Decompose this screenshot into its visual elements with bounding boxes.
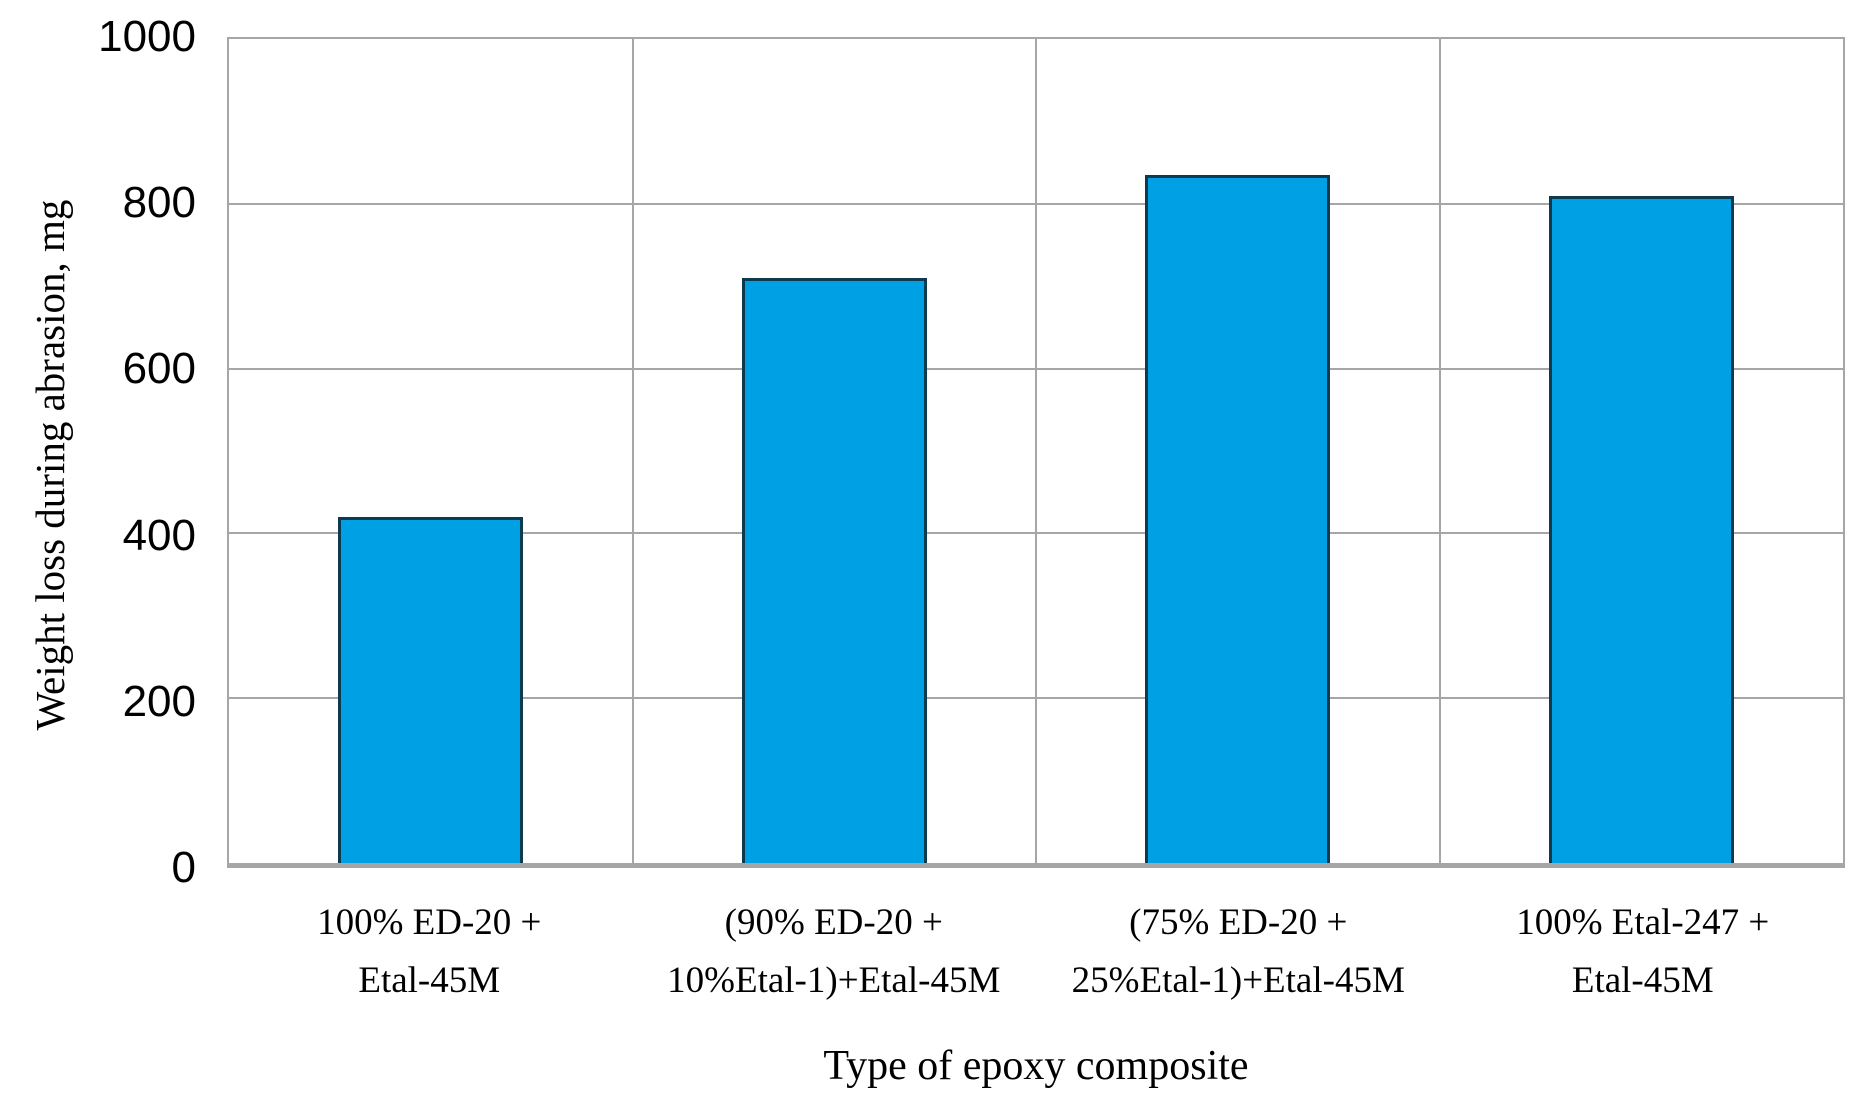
bar: [1145, 174, 1331, 863]
x-category-label: (75% ED-20 + 25%Etal-1)+Etal-45M: [1071, 902, 1405, 1001]
y-tick-label: 800: [122, 178, 196, 228]
x-category-label: 100% Etal-247 + Etal-45M: [1516, 902, 1770, 1001]
x-category-label: 100% ED-20 + Etal-45M: [317, 902, 542, 1001]
v-gridline: [1035, 39, 1037, 863]
bar: [741, 277, 927, 863]
y-tick-label: 0: [171, 843, 196, 892]
v-gridline: [1438, 39, 1441, 863]
v-gridline: [631, 39, 634, 863]
bar: [338, 516, 524, 863]
y-tick-label: 200: [122, 676, 196, 726]
x-axis-title: Type of epoxy composite: [823, 1043, 1249, 1089]
x-axis-category-labels: 100% ED-20 + Etal-45M (90% ED-20 + 10%Eta…: [227, 894, 1845, 1010]
x-category-label: (90% ED-20 + 10%Etal-1)+Etal-45M: [667, 902, 1001, 1001]
y-tick-label: 1000: [98, 12, 196, 61]
y-tick-label: 600: [122, 344, 196, 394]
y-tick-label: 400: [122, 510, 196, 560]
bar: [1548, 195, 1734, 863]
plot-area: [227, 37, 1845, 868]
